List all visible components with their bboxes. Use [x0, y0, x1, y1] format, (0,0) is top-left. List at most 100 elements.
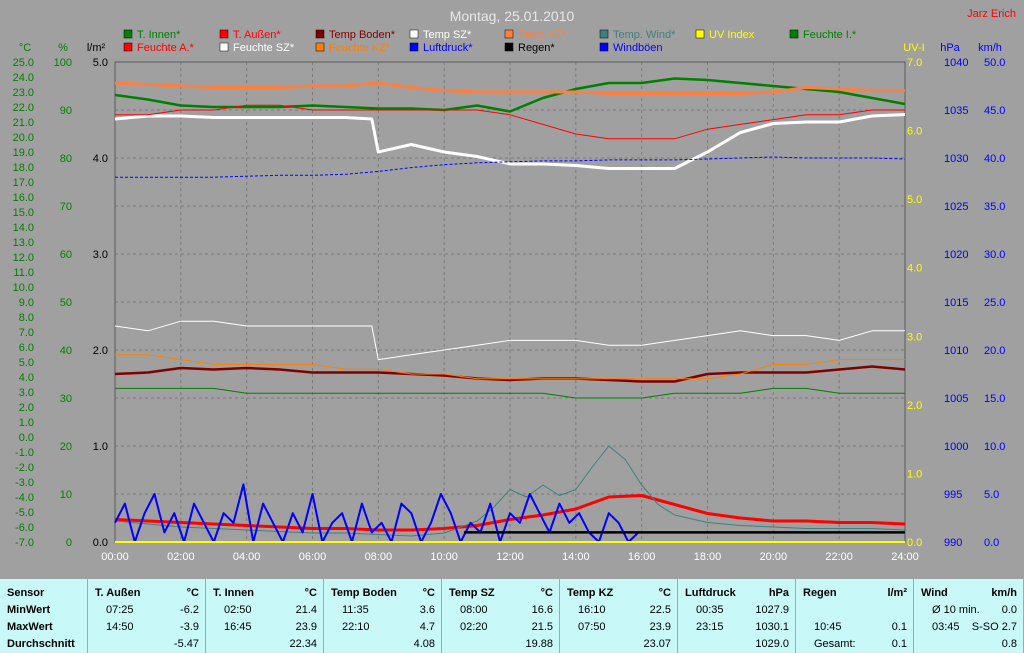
uv-tick-label: 7.0	[907, 57, 922, 69]
series-line-9	[115, 156, 906, 178]
legend-label: UV Index	[709, 29, 755, 41]
legend-swatch	[599, 29, 609, 39]
temp-tick-label: -6.0	[15, 522, 34, 534]
x-tick-label: 04:00	[233, 551, 261, 563]
stats-time: 02:20	[460, 621, 488, 633]
x-tick-label: 16:00	[628, 551, 656, 563]
rain-tick-label: 1.0	[93, 441, 108, 453]
humidity-tick-label: 100	[54, 57, 72, 69]
stats-value: 16.6	[531, 604, 553, 616]
stats-block-title: Wind	[921, 587, 948, 599]
x-tick-label: 08:00	[365, 551, 393, 563]
legend-label: Feuchte SZ*	[233, 42, 295, 54]
stats-time: 03:45	[932, 621, 960, 633]
stats-block-title: Temp SZ	[449, 587, 495, 599]
stats-time: 00:35	[696, 604, 724, 616]
stats-time: Ø 10 min.	[932, 604, 980, 616]
temp-tick-label: 20.0	[13, 132, 34, 144]
stats-block-6: Regen l/m² 10:45 0.1 Gesamt: 0.1	[796, 579, 914, 653]
stats-time: 11:35	[342, 604, 369, 616]
temp-tick-label: 22.0	[13, 102, 34, 114]
pressure-tick-label: 1040	[944, 57, 968, 69]
temp-tick-label: 7.0	[19, 327, 34, 339]
stats-value: 22.34	[289, 638, 317, 650]
stats-time: 22:10	[342, 621, 370, 633]
stats-value: 23.9	[649, 621, 671, 633]
series-line-4	[114, 81, 905, 95]
humidity-tick-label: 90	[60, 105, 72, 117]
temp-tick-label: 9.0	[19, 297, 34, 309]
rain-tick-label: 5.0	[93, 57, 108, 69]
stats-value: 22.5	[649, 604, 671, 616]
pressure-tick-label: 1020	[944, 249, 968, 261]
humidity-tick-label: 10	[60, 489, 72, 501]
stats-block-2: Temp Boden °C 11:35 3.6 22:10 4.7 4.08	[324, 579, 442, 653]
series-line-11	[114, 483, 640, 543]
legend-label: Temp Boden*	[329, 29, 396, 41]
stats-time: 07:50	[578, 621, 606, 633]
uv-tick-label: 5.0	[907, 194, 922, 206]
stats-value: 19.88	[525, 638, 553, 650]
pressure-tick-label: 1010	[944, 345, 968, 357]
stats-block-unit: °C	[540, 587, 553, 599]
stats-time: 23:15	[696, 621, 724, 633]
legend-swatch	[219, 42, 229, 52]
legend-swatch	[315, 29, 325, 39]
pressure-tick-label: 1030	[944, 153, 968, 165]
temp-tick-label: -2.0	[15, 462, 34, 474]
temp-tick-label: 16.0	[13, 192, 34, 204]
rain-tick-label: 3.0	[93, 249, 108, 261]
temp-tick-label: 15.0	[13, 207, 34, 219]
stats-block-1: T. Innen °C 02:50 21.4 16:45 23.9 22.34	[206, 579, 324, 653]
stats-block-title: Temp KZ	[567, 587, 614, 599]
stats-block-unit: °C	[186, 587, 199, 599]
stats-block-unit: km/h	[991, 587, 1017, 599]
stats-block-title: Temp Boden	[331, 587, 397, 599]
legend-swatch	[695, 29, 705, 39]
temp-tick-label: 8.0	[19, 312, 34, 324]
stats-row-label: MaxWert	[7, 621, 53, 633]
stats-value: S-SO 2.7	[971, 621, 1017, 633]
legend-swatch	[219, 29, 229, 39]
rain-tick-label: 4.0	[93, 153, 108, 165]
pressure-axis-unit: hPa	[940, 42, 960, 54]
series-line-0	[114, 77, 906, 113]
wind-tick-label: 10.0	[984, 441, 1005, 453]
axis-units: °C% l/m² UV-I hPa km/h	[19, 42, 1002, 54]
legend-swatch	[789, 29, 799, 39]
x-tick-label: 18:00	[694, 551, 722, 563]
legend-label: Temp SZ*	[423, 29, 472, 41]
rain-tick-label: 2.0	[93, 345, 108, 357]
uv-tick-label: 1.0	[907, 468, 922, 480]
uv-tick-label: 6.0	[907, 126, 922, 138]
stats-block-title: T. Innen	[213, 587, 254, 599]
pressure-tick-label: 1005	[944, 393, 968, 405]
humidity-tick-label: 0	[66, 537, 72, 549]
temp-tick-label: 21.0	[13, 117, 34, 129]
stats-value: 0.8	[1001, 638, 1017, 650]
temp-tick-label: 5.0	[19, 357, 34, 369]
stats-block-unit: hPa	[768, 587, 789, 599]
stats-block-title: Luftdruck	[685, 587, 736, 599]
pressure-tick-label: 1035	[944, 105, 968, 117]
legend-swatch	[504, 29, 514, 39]
legend-swatch	[409, 29, 419, 39]
legend-swatch	[123, 42, 133, 52]
humidity-tick-label: 50	[60, 297, 72, 309]
series-line-10	[114, 445, 906, 537]
temp-tick-label: 14.0	[13, 222, 34, 234]
wind-axis-unit: km/h	[978, 42, 1002, 54]
series-line-2	[114, 365, 906, 383]
legend: T. Innen* T. Außen* Temp Boden* Temp SZ* Tem…	[123, 29, 857, 54]
stats-value: -5.47	[173, 638, 199, 650]
stats-value: 1029.0	[755, 638, 789, 650]
humidity-tick-label: 40	[60, 345, 72, 357]
series-lines	[114, 77, 906, 543]
stats-time: 07:25	[106, 604, 134, 616]
temp-tick-label: -3.0	[15, 477, 34, 489]
temp-tick-label: 25.0	[13, 57, 34, 69]
stats-value: 1030.1	[755, 621, 789, 633]
temp-tick-label: 18.0	[13, 162, 34, 174]
stats-sensor-block: Sensor MinWert MaxWert Durchschnitt	[0, 579, 88, 653]
stats-value: 0.1	[891, 638, 907, 650]
